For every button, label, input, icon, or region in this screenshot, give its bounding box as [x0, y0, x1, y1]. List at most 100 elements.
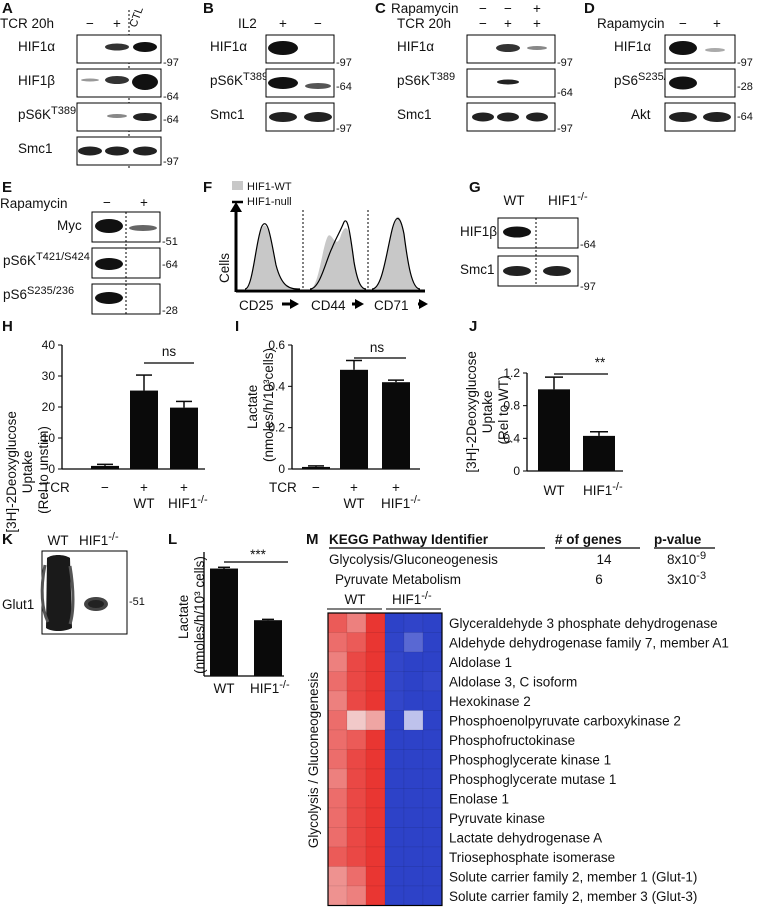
tcr-val: +	[140, 480, 148, 495]
rapa-minus: −	[103, 195, 111, 210]
heatmap-border	[327, 612, 443, 907]
histogram-null	[244, 223, 301, 290]
arrow-head-icon	[290, 299, 299, 309]
heatmap-cell	[327, 651, 348, 672]
heatmap-cell	[422, 612, 443, 633]
tcr-val: +	[504, 16, 512, 31]
band	[129, 225, 157, 231]
band	[95, 219, 123, 233]
gene-label: Enolase 1	[449, 792, 509, 807]
blot-label-ps6k: pS6KT421/S424	[3, 251, 90, 268]
group-label-wt: WT	[345, 592, 366, 607]
heatmap-cell	[327, 788, 348, 809]
heatmap-cell	[422, 671, 443, 692]
heatmap-cell	[384, 768, 405, 789]
tcr-val: +	[350, 480, 358, 495]
heatmap-cell	[346, 788, 367, 809]
heatmap-cell	[365, 768, 386, 789]
marker-97: -97	[557, 57, 573, 69]
gene-label: Phosphoglycerate kinase 1	[449, 753, 611, 768]
heatmap-cell	[365, 612, 386, 633]
panel-letter-i: I	[235, 318, 239, 335]
gene-label: Phosphofructokinase	[449, 733, 575, 748]
band	[705, 48, 725, 52]
heatmap-cell	[403, 885, 424, 906]
x-label-ko: HIF1-/-	[583, 481, 623, 498]
marker-64: -64	[336, 81, 352, 93]
heatmap-cell	[422, 827, 443, 848]
y-tick-label: 40	[42, 338, 56, 352]
band	[268, 77, 298, 89]
panel-letter-b: B	[203, 0, 214, 17]
heatmap-cell	[384, 885, 405, 906]
heatmap-cell	[422, 710, 443, 731]
gene-label: Solute carrier family 2, member 3 (Glut-…	[449, 889, 697, 904]
panel-h: H [3H]-2Deoxyglucose Uptake (Rel to unst…	[2, 318, 208, 533]
heatmap-cell	[327, 612, 348, 633]
chart-h-ylabel: [3H]-2Deoxyglucose Uptake (Rel to unstim…	[4, 407, 51, 532]
rapamycin-label: Rapamycin	[597, 16, 665, 31]
y-tick-label: 0.4	[503, 431, 520, 445]
marker-28: -28	[737, 81, 753, 93]
heatmap-cell	[422, 846, 443, 867]
gene-count: 14	[596, 552, 612, 567]
band	[503, 266, 531, 276]
marker-97: -97	[737, 57, 753, 69]
band	[95, 292, 123, 304]
bar	[170, 407, 198, 469]
heatmap-cell	[384, 651, 405, 672]
panel-f: F HIF1-WT HIF1-null Cells CD25 CD44 CD71	[203, 179, 428, 313]
panel-j: J [3H]-2Deoxyglucose Uptake (Rel to WT) …	[464, 318, 623, 498]
heatmap-cell	[403, 846, 424, 867]
heatmap-cell	[365, 632, 386, 653]
tcr-20h-label: TCR 20h	[0, 16, 54, 31]
heatmap-cell	[327, 846, 348, 867]
heatmap-cell	[403, 632, 424, 653]
heatmap-cell	[384, 846, 405, 867]
heatmap-cell	[327, 866, 348, 887]
blot-label-ps6k: pS6KT389	[397, 71, 455, 88]
heatmap-cell	[384, 807, 405, 828]
panel-l: L Lactate (nmoles/h/10³ cells) *** WT HI…	[168, 531, 290, 696]
y-tick-label: 0.6	[268, 338, 285, 352]
heatmap-cell	[327, 768, 348, 789]
panel-c: C Rapamycin − − + TCR 20h − + + HIF1α pS…	[375, 0, 573, 135]
heatmap-cell	[384, 632, 405, 653]
band	[105, 43, 129, 51]
gene-label: Lactate dehydrogenase A	[449, 831, 602, 846]
table-header-pathway: KEGG Pathway Identifier	[329, 532, 489, 547]
heatmap-cell	[384, 866, 405, 887]
flow-ylabel: Cells	[217, 253, 232, 283]
chart-i: 0 0.2 0.4 0.6	[268, 338, 420, 476]
significance-label: **	[595, 355, 606, 370]
panel-letter-j: J	[469, 318, 477, 335]
marker-97: -97	[336, 57, 352, 69]
band	[526, 112, 548, 122]
heatmap-cell	[346, 612, 367, 633]
band	[472, 112, 494, 122]
heatmap-cell	[384, 788, 405, 809]
heatmap-cell	[403, 866, 424, 887]
legend-null: HIF1-null	[247, 196, 292, 208]
heatmap-cell	[346, 866, 367, 887]
band	[496, 44, 520, 52]
band	[269, 112, 297, 122]
marker-97: -97	[557, 123, 573, 135]
band	[105, 76, 129, 84]
arrow-head-icon	[419, 299, 428, 309]
band	[95, 258, 123, 270]
heatmap-cell	[422, 885, 443, 906]
panel-letter-d: D	[584, 0, 595, 17]
il2-minus: −	[314, 16, 322, 31]
panel-letter-c: C	[375, 0, 386, 17]
bar	[130, 390, 158, 469]
panel-letter-e: E	[2, 179, 12, 196]
heatmap-cell	[365, 885, 386, 906]
heatmap-cell	[327, 671, 348, 692]
blot-label-hif1b: HIF1β	[18, 73, 55, 88]
heatmap-cell	[403, 690, 424, 711]
heatmap-cell	[384, 710, 405, 731]
panel-letter-k: K	[2, 531, 13, 548]
band	[107, 114, 127, 118]
band	[669, 112, 697, 122]
